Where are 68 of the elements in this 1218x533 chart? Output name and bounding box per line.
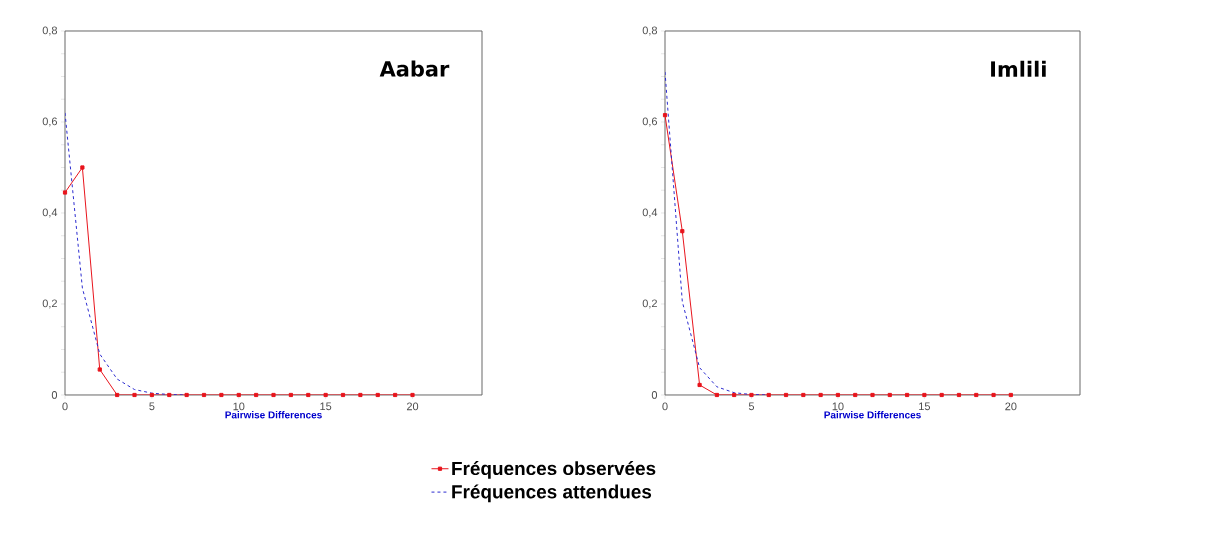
y-tick-label: 0,4 [642, 208, 658, 218]
point [922, 392, 927, 398]
point [115, 392, 120, 398]
point [956, 392, 962, 398]
point [974, 392, 979, 398]
x-tick-label: 0 [662, 402, 668, 411]
point [184, 392, 189, 398]
y-tick-label: 0,6 [42, 117, 58, 127]
text: Aabar [379, 60, 450, 77]
y-tick-label: 0,8 [42, 26, 58, 36]
point [714, 392, 719, 398]
x-tick-label: 10 [832, 402, 844, 411]
point [375, 392, 380, 398]
point [887, 392, 892, 398]
text: Imlili [991, 60, 1046, 77]
point [393, 392, 398, 398]
point [132, 392, 137, 398]
point [904, 392, 910, 398]
legend-label: Fréquences attendues [452, 484, 652, 503]
point [853, 392, 858, 398]
x-tick-label: 5 [748, 402, 755, 411]
x-tick-label: 15 [919, 402, 931, 411]
point [271, 392, 276, 398]
point [991, 392, 996, 398]
point [801, 392, 806, 398]
y-tick-label: 0 [51, 391, 58, 399]
point [749, 392, 754, 398]
point [410, 392, 415, 398]
point [219, 392, 224, 398]
y-tick-label: 0,2 [42, 299, 57, 309]
point [254, 392, 259, 398]
point [201, 392, 207, 398]
point [870, 392, 875, 398]
point [1008, 392, 1013, 398]
y-tick-label: 0,2 [642, 299, 657, 309]
point [288, 392, 293, 398]
x-tick-label: 5 [149, 402, 155, 411]
point [662, 113, 668, 118]
point [358, 392, 363, 398]
x-axis-title: Pairwise Differences [225, 411, 322, 419]
x-tick-label: 0 [62, 402, 68, 411]
y-tick-label: 0,6 [642, 117, 658, 127]
point [340, 392, 346, 398]
point [149, 392, 154, 398]
point [939, 392, 944, 398]
y-tick-label: 0 [651, 391, 658, 399]
point [323, 392, 328, 398]
x-axis-title: Pairwise Differences [824, 411, 921, 419]
point [62, 190, 68, 195]
point [732, 392, 737, 398]
point [80, 165, 85, 170]
y-tick-label: 0,8 [642, 26, 658, 36]
point [835, 392, 841, 398]
legend-label: Fréquences observées [452, 461, 656, 479]
x-tick-label: 20 [1005, 402, 1017, 411]
point [697, 382, 702, 388]
point [766, 392, 771, 398]
point [97, 367, 102, 372]
x-tick-label: 10 [233, 402, 245, 411]
y-tick-label: 0,4 [42, 208, 58, 218]
point [306, 392, 311, 398]
point [236, 392, 241, 398]
x-tick-label: 20 [406, 402, 419, 411]
x-tick-label: 15 [320, 402, 332, 411]
point [818, 392, 823, 398]
point [783, 392, 789, 398]
point [680, 229, 685, 234]
point [167, 392, 172, 398]
